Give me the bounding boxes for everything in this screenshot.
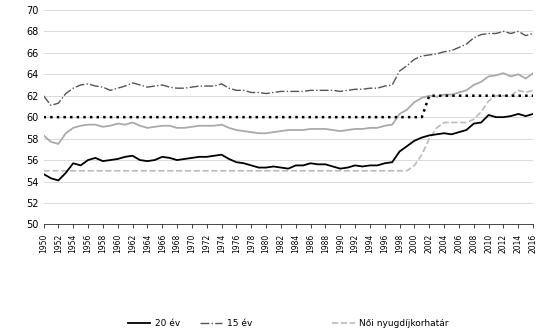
Legend: 20 év, 17,5 év, 15 év, Férfi-nyugdíjkorhatár, Női nyugdíjkorhatár: 20 év, 17,5 év, 15 év, Férfi-nyugdíjkorh… bbox=[128, 319, 449, 330]
